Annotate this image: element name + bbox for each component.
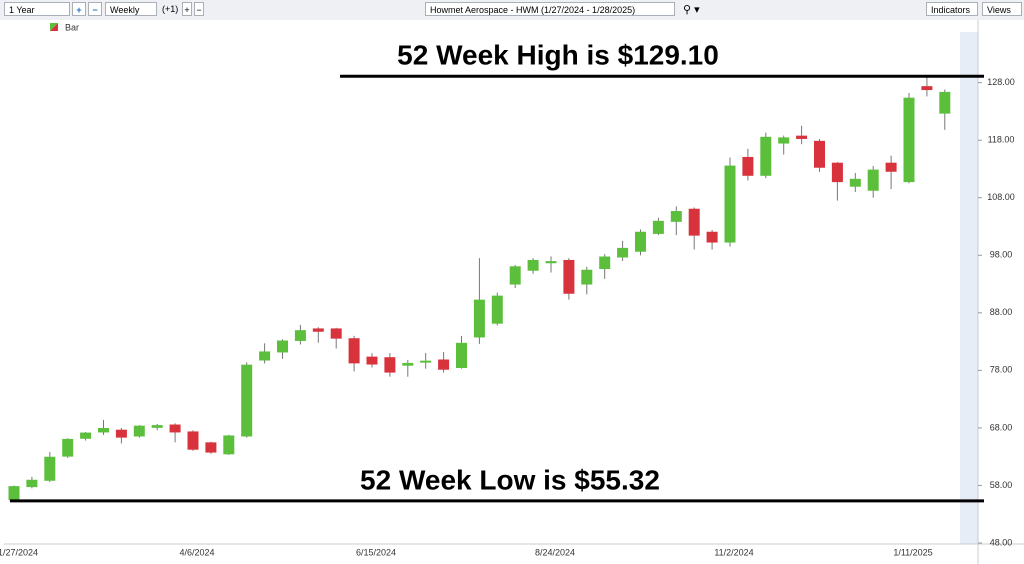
- candle-body: [527, 259, 539, 271]
- x-tick-label: 4/6/2024: [179, 547, 214, 557]
- candle-body: [581, 269, 593, 285]
- candle-body: [599, 256, 611, 270]
- x-tick-label: 6/15/2024: [356, 547, 396, 557]
- candle-body: [169, 424, 181, 433]
- candle-body: [473, 299, 485, 338]
- zoom-out[interactable]: −: [88, 2, 102, 16]
- candle-body: [724, 165, 736, 243]
- candle-body: [849, 178, 861, 187]
- candle-body: [491, 295, 503, 324]
- candle-body: [259, 351, 271, 361]
- candle-body: [223, 435, 235, 455]
- candle-body: [241, 364, 253, 437]
- legend-icon-down: [50, 23, 58, 31]
- x-tick-label: 11/2/2024: [714, 547, 753, 557]
- annotation-text: 52 Week High is $129.10: [397, 40, 719, 71]
- chart-title[interactable]: Howmet Aerospace - HWM (1/27/2024 - 1/28…: [425, 2, 675, 16]
- chart: Bar 48.00 58.00 68.00 78.00 88.00 98.00 108.00…: [0, 20, 1024, 564]
- candle-body: [509, 266, 521, 285]
- candle-body: [563, 259, 575, 294]
- candle-body: [796, 135, 808, 139]
- candle-body: [742, 156, 754, 176]
- candle-body: [133, 425, 145, 437]
- offset-plus[interactable]: +: [182, 2, 192, 16]
- toolbar: 1 Year + − Weekly (+1) + − Howmet Aerosp…: [0, 0, 1024, 21]
- y-tick-label: 78.00: [990, 365, 1013, 375]
- candle-body: [330, 328, 342, 339]
- candle-body: [62, 438, 74, 457]
- candle-body: [760, 136, 772, 176]
- candle-body: [939, 91, 951, 114]
- offset: (+1): [162, 4, 179, 14]
- y-tick-label: 108.00: [987, 192, 1015, 202]
- search-icon[interactable]: ⚲ ▾: [683, 4, 700, 16]
- candle-body: [420, 360, 432, 363]
- legend-label: Bar: [65, 22, 79, 32]
- zoom-in[interactable]: +: [72, 2, 86, 16]
- candle-body: [312, 328, 324, 332]
- candle-body: [187, 431, 199, 450]
- y-tick-label: 58.00: [990, 480, 1013, 490]
- x-tick-label: 8/24/2024: [535, 547, 575, 557]
- interval-select[interactable]: Weekly: [105, 2, 157, 16]
- candle-body: [778, 137, 790, 144]
- candle-body: [348, 338, 360, 364]
- period-select[interactable]: 1 Year: [4, 2, 70, 16]
- annotation-text: 52 Week Low is $55.32: [360, 464, 660, 495]
- candle-body: [205, 442, 217, 453]
- candle-body: [366, 356, 378, 365]
- future-region: [960, 32, 978, 544]
- candle-body: [438, 359, 450, 370]
- candle-body: [384, 357, 396, 373]
- candle-body: [545, 261, 557, 264]
- y-tick-label: 118.00: [988, 135, 1015, 145]
- candle-body: [831, 162, 843, 183]
- candle-body: [402, 362, 414, 366]
- candle-body: [867, 169, 879, 191]
- offset-minus[interactable]: −: [194, 2, 204, 16]
- candle-body: [652, 220, 664, 234]
- y-tick-label: 68.00: [990, 422, 1013, 432]
- candle-body: [885, 162, 897, 172]
- candle-body: [617, 247, 629, 258]
- candle-body: [294, 330, 306, 341]
- candle-body: [670, 211, 682, 222]
- y-tick-label: 48.00: [990, 537, 1013, 547]
- candle-body: [44, 456, 56, 481]
- indicators-button[interactable]: Indicators: [926, 2, 978, 16]
- candle-body: [8, 486, 20, 501]
- candle-body: [706, 231, 718, 243]
- y-tick-label: 88.00: [990, 307, 1013, 317]
- candle-body: [26, 479, 38, 488]
- chart-background: [0, 20, 1024, 564]
- candle-body: [456, 342, 467, 368]
- candle-body: [688, 208, 700, 236]
- candle-body: [903, 97, 915, 183]
- candle-body: [80, 432, 92, 439]
- y-tick-label: 98.00: [990, 250, 1013, 260]
- candle-body: [277, 340, 288, 353]
- x-tick-label: 1/11/2025: [893, 547, 932, 557]
- candle-body: [98, 427, 109, 433]
- candle-body: [814, 140, 825, 168]
- x-tick-label: 1/27/2024: [0, 547, 38, 557]
- candle-body: [115, 429, 127, 438]
- candle-body: [921, 86, 933, 91]
- views-button[interactable]: Views: [982, 2, 1022, 16]
- y-tick-label: 128.00: [987, 77, 1015, 87]
- candle-body: [151, 425, 163, 428]
- candle-body: [635, 231, 646, 252]
